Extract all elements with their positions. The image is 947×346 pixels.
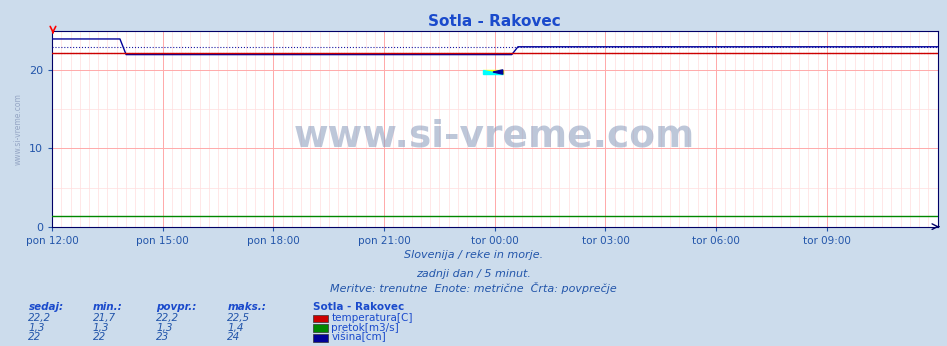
Text: 1,4: 1,4	[227, 323, 243, 333]
Text: Sotla - Rakovec: Sotla - Rakovec	[313, 302, 403, 312]
Text: Meritve: trenutne  Enote: metrične  Črta: povprečje: Meritve: trenutne Enote: metrične Črta: …	[331, 282, 616, 294]
Polygon shape	[483, 70, 503, 74]
Text: 22,5: 22,5	[227, 313, 250, 323]
Text: 21,7: 21,7	[93, 313, 116, 323]
Text: Slovenija / reke in morje.: Slovenija / reke in morje.	[404, 250, 543, 260]
Text: 22,2: 22,2	[28, 313, 51, 323]
Text: 24: 24	[227, 333, 241, 343]
Polygon shape	[493, 70, 503, 74]
Text: višina[cm]: višina[cm]	[331, 332, 386, 343]
Text: sedaj:: sedaj:	[28, 302, 63, 312]
Text: 22,2: 22,2	[156, 313, 179, 323]
Text: zadnji dan / 5 minut.: zadnji dan / 5 minut.	[416, 269, 531, 279]
Text: 1,3: 1,3	[93, 323, 109, 333]
Text: www.si-vreme.com: www.si-vreme.com	[295, 119, 695, 155]
Text: 1,3: 1,3	[28, 323, 45, 333]
Title: Sotla - Rakovec: Sotla - Rakovec	[428, 13, 562, 29]
Polygon shape	[483, 70, 503, 74]
Text: povpr.:: povpr.:	[156, 302, 197, 312]
Text: 1,3: 1,3	[156, 323, 172, 333]
Text: 22: 22	[28, 333, 42, 343]
Text: 23: 23	[156, 333, 170, 343]
Text: pretok[m3/s]: pretok[m3/s]	[331, 323, 400, 333]
Text: 22: 22	[93, 333, 106, 343]
Text: www.si-vreme.com: www.si-vreme.com	[14, 93, 23, 165]
Text: temperatura[C]: temperatura[C]	[331, 313, 413, 323]
Text: maks.:: maks.:	[227, 302, 266, 312]
Text: min.:: min.:	[93, 302, 122, 312]
